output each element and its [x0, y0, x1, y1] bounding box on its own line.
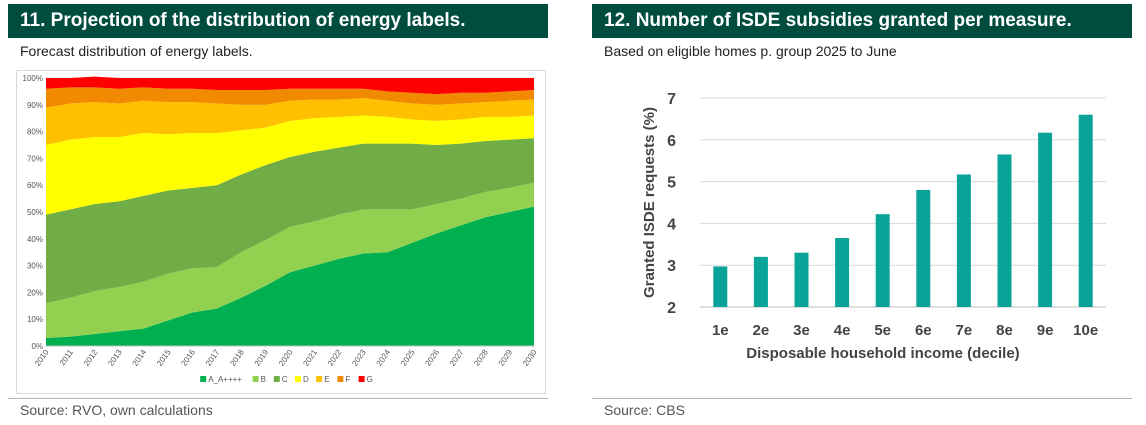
- area-series-B: [46, 182, 534, 338]
- left-divider: [8, 398, 548, 399]
- legend-swatch: [273, 376, 280, 382]
- legend-swatch: [358, 376, 365, 382]
- bar-4e: [835, 238, 850, 307]
- y-tick-label: 70%: [27, 154, 43, 163]
- x-tick-label: 10e: [1073, 322, 1098, 339]
- x-tick-label: 3e: [793, 322, 810, 339]
- legend-swatch: [252, 376, 259, 382]
- y-tick-label: 80%: [27, 128, 43, 137]
- x-tick-label: 8e: [996, 322, 1013, 339]
- y-tick-label: 50%: [27, 208, 43, 217]
- bar-6e: [916, 189, 931, 307]
- legend-swatch: [295, 376, 301, 382]
- x-axis-title: Disposable household income (decile): [746, 345, 1019, 362]
- y-tick-label: 30%: [27, 262, 43, 271]
- legend-swatch: [337, 376, 344, 382]
- y-tick-label: 3: [667, 258, 676, 275]
- y-tick-label: 0%: [31, 342, 43, 351]
- y-tick-label: 6: [667, 133, 676, 150]
- right-divider: [592, 398, 1132, 399]
- area-series-G: [46, 76, 534, 95]
- area-series-D: [46, 115, 534, 215]
- y-tick-label: 20%: [27, 288, 43, 297]
- area-series-C: [46, 138, 534, 304]
- right-panel: 12. Number of ISDE subsidies granted per…: [592, 0, 1140, 425]
- y-tick-label: 40%: [27, 235, 43, 244]
- x-tick-label: 6e: [915, 322, 932, 339]
- y-tick-label: 60%: [27, 181, 43, 190]
- left-source: Source: RVO, own calculations: [20, 402, 213, 418]
- legend-swatch: [200, 376, 207, 382]
- legend-label: B: [261, 375, 266, 384]
- legend-label: A_A++++: [208, 375, 242, 384]
- energy-label-area-chart: 0%10%20%30%40%50%60%70%80%90%100%2010 201…: [16, 70, 546, 394]
- y-tick-label: 100%: [23, 74, 43, 83]
- legend-label: G: [367, 375, 373, 384]
- area-series-E: [46, 98, 534, 145]
- y-tick-label: 90%: [27, 101, 43, 110]
- bar-1e: [713, 266, 728, 307]
- x-tick-label: 2e: [753, 322, 770, 339]
- x-tick-label: 1e: [712, 322, 729, 339]
- x-tick-label: 4e: [834, 322, 851, 339]
- right-title: 12. Number of ISDE subsidies granted per…: [592, 4, 1132, 38]
- y-axis-title: Granted ISDE requests (%): [641, 107, 658, 298]
- isde-bar-chart: 2 3 4 5 6 7 1e 2e 3e 4e 5e 6e 7e 8e 9e 10e Disposable ho…: [641, 91, 1106, 362]
- legend-label: E: [324, 375, 329, 384]
- x-tick-label: 7e: [956, 322, 973, 339]
- y-tick-label: 4: [667, 216, 676, 233]
- legend-swatch: [316, 376, 323, 382]
- y-tick-label: 5: [667, 175, 676, 192]
- bar-2e: [753, 256, 768, 307]
- bar-5e: [875, 214, 890, 307]
- left-panel: 11. Projection of the distribution of en…: [8, 0, 556, 425]
- right-subtitle: Based on eligible homes p. group 2025 to…: [604, 43, 897, 59]
- y-tick-label: 10%: [27, 315, 43, 324]
- legend-label: C: [282, 375, 288, 384]
- x-tick-label: 5e: [874, 322, 891, 339]
- bar-7e: [956, 174, 971, 307]
- legend-label: D: [303, 375, 309, 384]
- y-tick-label: 2: [667, 300, 676, 317]
- area-series-A_A++++: [46, 206, 534, 346]
- legend-label: F: [345, 375, 350, 384]
- left-subtitle: Forecast distribution of energy labels.: [20, 43, 253, 59]
- right-source: Source: CBS: [604, 402, 685, 418]
- area-series-F: [46, 87, 534, 108]
- bar-10e: [1078, 114, 1093, 307]
- left-title: 11. Projection of the distribution of en…: [8, 4, 548, 38]
- bar-3e: [794, 252, 809, 307]
- y-tick-label: 7: [667, 91, 676, 108]
- bar-8e: [997, 154, 1012, 307]
- bar-9e: [1038, 132, 1053, 307]
- x-tick-label: 9e: [1037, 322, 1054, 339]
